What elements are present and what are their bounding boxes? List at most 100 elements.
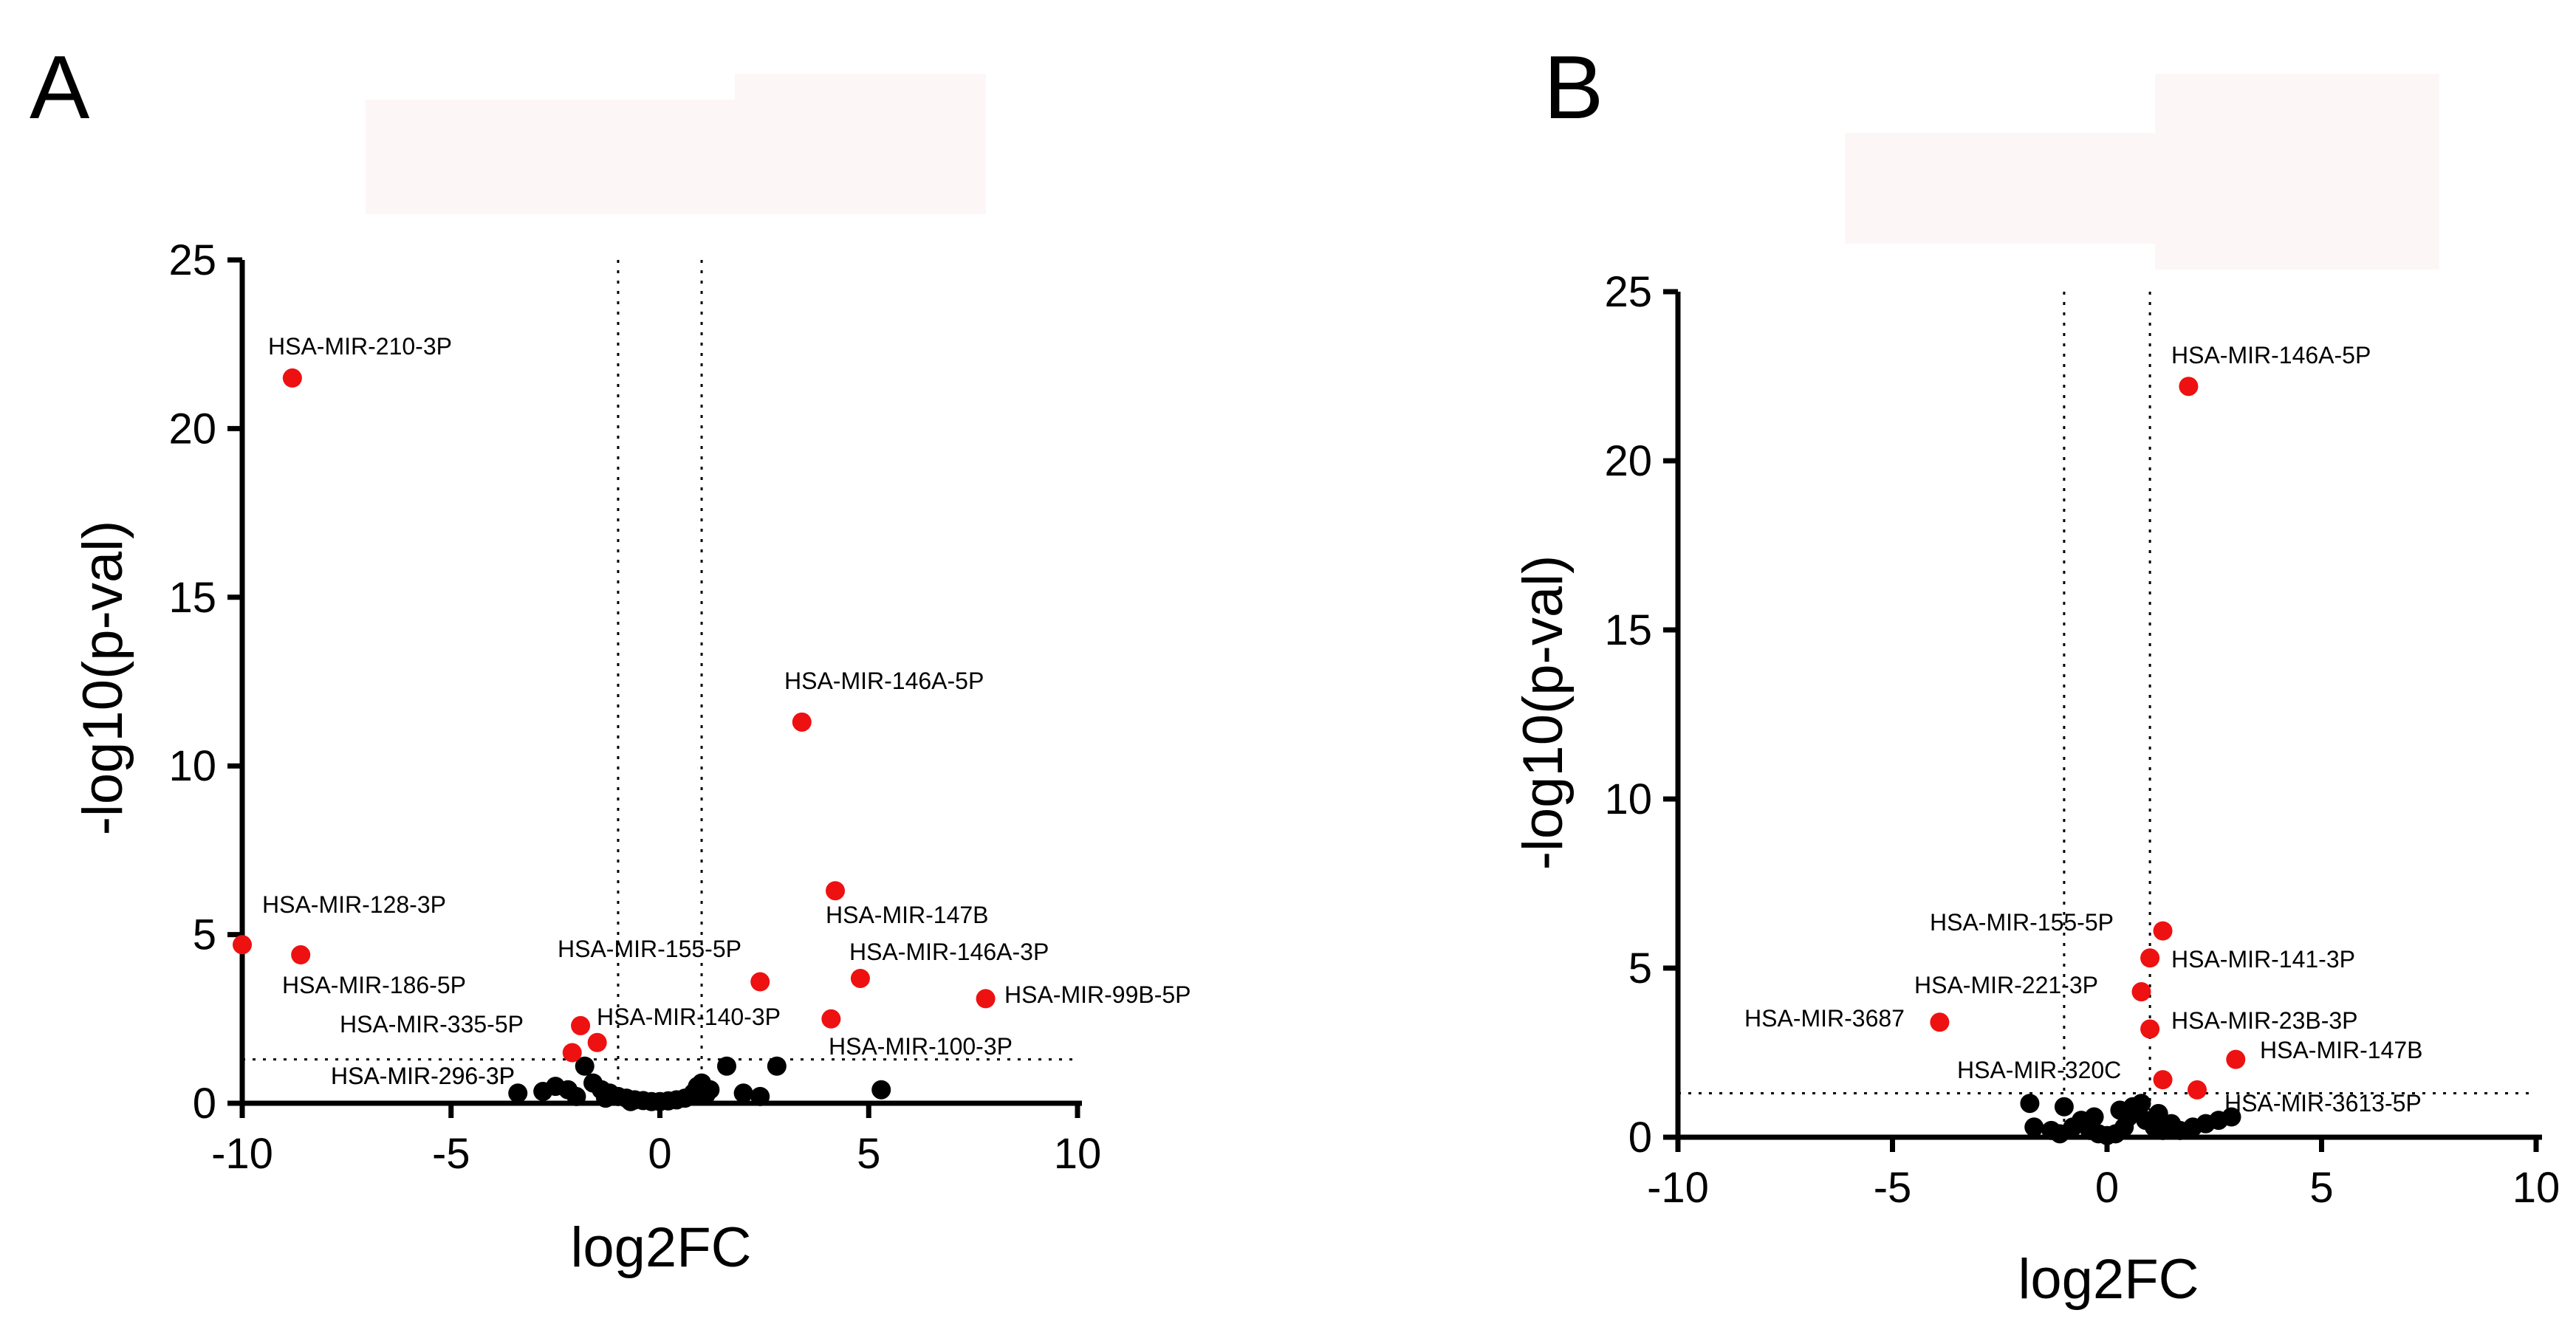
point-label: HSA-MIR-147B [2260,1037,2423,1063]
y-tick-label: 5 [193,911,216,959]
x-tick-label: 0 [648,1130,671,1178]
y-tick-label: 25 [1604,268,1652,316]
nonsignificant-point [716,1056,736,1076]
point-label: HSA-MIR-155-5P [1930,909,2114,936]
nonsignificant-point [767,1056,787,1076]
x-tick-label: 5 [2309,1164,2333,1212]
panel-a: A -10 -5 0 5 10 0 5 10 15 20 25 HSA-MIR-210-3P HSA… [30,37,1191,1279]
point-label: HSA-MIR-146A-5P [784,668,984,694]
panel-b-x-axis-label: log2FC [2018,1248,2199,1311]
significant-point [826,881,846,901]
significant-point [2140,1019,2160,1039]
significant-point [750,972,770,992]
nonsignificant-point [2131,1094,2151,1114]
significant-point [2179,377,2199,397]
panel-b-point-labels: HSA-MIR-146A-5P HSA-MIR-155-5P HSA-MIR-1… [1744,342,2423,1117]
point-label: HSA-MIR-147B [826,902,989,928]
significant-point [571,1015,591,1035]
panel-b-header-block-2 [2155,74,2439,270]
panel-b-points [1930,377,2246,1145]
significant-point [562,1043,582,1063]
point-label: HSA-MIR-296-3P [331,1063,515,1089]
point-label: HSA-MIR-296-3P [331,1063,515,1089]
panel-a-header-block-2 [735,74,986,214]
point-label: HSA-MIR-221-3P [1914,972,2098,998]
panel-b-ticks: -10 -5 0 5 10 0 5 10 15 20 25 [1604,268,2560,1212]
nonsignificant-point [566,1086,586,1106]
significant-point [2188,1080,2207,1100]
significant-point [587,1032,607,1052]
panel-b: B -10 -5 0 5 10 0 5 10 15 20 25 HSA-MIR-146A-5P HS… [1512,37,2560,1311]
panel-a-ticks: -10 -5 0 5 10 0 5 10 15 20 25 [168,236,1101,1178]
significant-point [2226,1049,2246,1069]
nonsignificant-point [733,1083,753,1103]
panel-a-y-axis-label: -log10(p-val) [72,521,134,836]
nonsignificant-point [2024,1117,2044,1137]
y-tick-label: 0 [193,1080,216,1128]
y-tick-label: 15 [168,574,216,622]
y-tick-label: 15 [1604,606,1652,654]
significant-point [2153,921,2173,941]
point-label: HSA-MIR-186-5P [282,972,466,998]
point-label: HSA-MIR-335-5P [340,1011,524,1038]
point-label: HSA-MIR-23B-3P [2171,1007,2358,1034]
significant-point [2153,1070,2173,1090]
x-tick-label: -5 [432,1130,470,1178]
nonsignificant-point [750,1086,770,1106]
x-tick-label: -5 [1874,1164,1912,1212]
x-tick-label: -10 [211,1130,273,1178]
nonsignificant-point [2084,1107,2104,1127]
panel-a-point-labels: HSA-MIR-210-3P HSA-MIR-146A-5P HSA-MIR-1… [262,333,1191,1089]
y-tick-label: 10 [1604,775,1652,823]
panel-b-header-block [1845,133,2155,244]
point-label: HSA-MIR-100-3P [829,1033,1013,1060]
nonsignificant-point [696,1085,716,1105]
nonsignificant-point [2020,1094,2040,1114]
point-label: HSA-MIR-146A-3P [849,939,1049,965]
y-tick-label: 5 [1628,944,1652,992]
panel-a-x-axis-label: log2FC [571,1216,752,1279]
panel-b-y-axis-label: -log10(p-val) [1512,555,1575,871]
nonsignificant-point [2050,1124,2070,1144]
nonsignificant-point [871,1080,891,1100]
point-label: HSA-MIR-3613-5P [2224,1090,2422,1117]
point-label: HSA-MIR-155-5P [558,936,741,962]
panel-a-letter: A [30,37,90,137]
point-label: HSA-MIR-141-3P [2171,946,2355,973]
point-label: HSA-MIR-128-3P [262,891,446,918]
nonsignificant-point [2110,1100,2130,1120]
panel-a-points [233,368,996,1111]
y-tick-label: 0 [1628,1114,1652,1162]
significant-point [2140,948,2160,968]
point-label: HSA-MIR-140-3P [597,1004,781,1030]
nonsignificant-point [2222,1107,2241,1127]
point-label: HSA-MIR-210-3P [268,333,452,360]
y-tick-label: 25 [168,236,216,284]
y-tick-label: 20 [1604,437,1652,485]
panel-b-letter: B [1544,37,1603,137]
nonsignificant-point [508,1083,528,1103]
nonsignificant-point [595,1088,615,1108]
significant-point [976,989,996,1009]
panel-a-header-block [366,100,735,214]
nonsignificant-point [2148,1103,2168,1123]
significant-point [821,1009,841,1029]
significant-point [850,968,870,988]
point-label: HSA-MIR-146A-5P [2171,342,2371,368]
y-tick-label: 20 [168,405,216,453]
significant-point [282,368,302,388]
significant-point [233,935,252,955]
point-label: HSA-MIR-3687 [1744,1005,1905,1032]
x-tick-label: -10 [1647,1164,1709,1212]
significant-point [792,712,812,732]
x-tick-label: 0 [2095,1164,2119,1212]
y-tick-label: 10 [168,742,216,790]
point-label: HSA-MIR-99B-5P [1004,981,1191,1008]
significant-point [291,945,311,965]
x-tick-label: 5 [857,1130,880,1178]
nonsignificant-point [2054,1097,2074,1117]
significant-point [1930,1012,1950,1032]
x-tick-label: 10 [1054,1130,1102,1178]
x-tick-label: 10 [2512,1164,2560,1212]
